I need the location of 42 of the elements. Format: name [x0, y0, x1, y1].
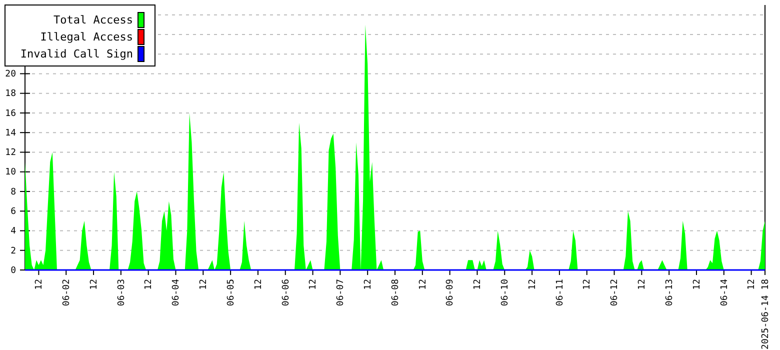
x-tick-label: 12	[747, 279, 758, 290]
x-tick-label: 06-11	[555, 279, 566, 306]
x-tick-label: 12	[144, 279, 154, 290]
y-tick-label: 4	[10, 226, 16, 237]
y-tick-label: 2	[10, 246, 16, 256]
x-tick-label: 06-14	[720, 279, 730, 306]
y-tick-label: 0	[10, 266, 16, 276]
x-tick-label: 06-07	[336, 279, 346, 306]
y-tick-label: 16	[5, 108, 16, 119]
x-tick-label: 06-10	[500, 279, 511, 306]
x-tick-label: 06-04	[172, 279, 182, 306]
x-tick-label: 2025-06-14 18	[760, 279, 771, 350]
x-tick-label: 12	[582, 279, 593, 290]
x-tick-label: 12	[254, 279, 264, 290]
x-tick-label: 12	[638, 279, 648, 290]
x-tick-label: 06-12	[610, 279, 620, 306]
x-tick-label: 12	[199, 279, 210, 290]
x-tick-label: 06-08	[390, 279, 401, 306]
legend-label: Invalid Call Sign	[20, 47, 133, 60]
y-tick-label: 8	[10, 187, 16, 198]
y-tick-label: 6	[10, 206, 16, 217]
x-tick-label: 12	[363, 279, 374, 290]
y-tick-label: 18	[5, 89, 16, 100]
x-tick-label: 12	[308, 279, 319, 290]
x-tick-label: 06-05	[226, 279, 236, 306]
legend-label: Total Access	[54, 13, 133, 26]
x-tick-label: 12	[89, 279, 100, 290]
x-tick-label: 12	[692, 279, 702, 290]
y-tick-label: 20	[5, 70, 16, 80]
x-tick-label: 06-09	[446, 279, 456, 306]
x-tick-label: 06-13	[664, 279, 675, 306]
legend-label: Illegal Access	[40, 30, 133, 44]
x-tick-label: 06-03	[116, 279, 127, 306]
x-tick-label: 12	[418, 279, 428, 290]
y-tick-label: 12	[5, 148, 16, 158]
y-tick-label: 10	[5, 168, 16, 178]
x-tick-label: 06-02	[62, 279, 72, 306]
x-tick-label: 06-06	[281, 279, 292, 306]
y-tick-label: 14	[5, 128, 16, 138]
x-tick-label: 12	[528, 279, 538, 290]
x-tick-label: 12	[34, 279, 45, 290]
x-tick-label: 12	[473, 279, 484, 290]
